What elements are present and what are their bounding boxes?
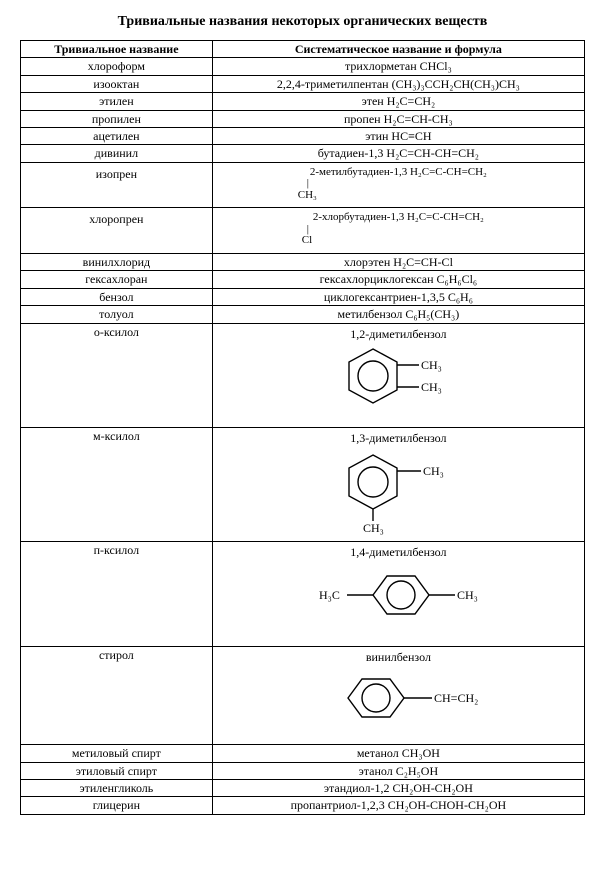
trivial-name: этиловый спирт [21,762,213,779]
trivial-name: глицерин [21,797,213,814]
trivial-name: толуол [21,306,213,323]
systematic-name: этен H₂C=CH₂ [212,93,584,110]
trivial-name: хлороформ [21,58,213,75]
page-title: Тривиальные названия некоторых органичес… [20,14,585,30]
systematic-name: 2-метилбутадиен-1,3 H₂C=C-CH=CH₂ | CH₃ [212,162,584,208]
chch2-label: CH=CH₂ [434,691,478,705]
benzene-ring-icon: CH₃ CH₃ [313,341,483,421]
systematic-name: хлорэтен H₂C=CH-Cl [212,254,584,271]
table-row: этиловый спирт этанол C₂H₅OH [21,762,585,779]
table-row: этиленгликоль этандиол-1,2 CH₂OH-CH₂OH [21,779,585,796]
trivial-name: изооктан [21,75,213,92]
trivial-name: метиловый спирт [21,745,213,762]
table-row: толуол метилбензол C₆H₅(CH₃) [21,306,585,323]
trivial-name: этилен [21,93,213,110]
systematic-title: 1,2-диметилбензол [215,327,582,341]
table-row: изооктан 2,2,4-триметилпентан (CH₃)₃CCH₂… [21,75,585,92]
systematic-name: 2-хлорбутадиен-1,3 H₂C=C-CH=CH₂ | Cl [212,208,584,254]
formula-main: 2-хлорбутадиен-1,3 H₂C=C-CH=CH₂ [215,212,582,224]
trivial-name: бензол [21,288,213,305]
formula-main: 2-метилбутадиен-1,3 H₂C=C-CH=CH₂ [215,167,582,179]
formula-sub: Cl [215,235,582,247]
systematic-name: трихлорметан CHCl₃ [212,58,584,75]
systematic-name: гексахлорциклогексан C₆H₆Cl₆ [212,271,584,288]
formula-pipe: | [215,178,582,190]
ch3-label: CH₃ [421,358,442,372]
table-row: метиловый спирт метанол CH₃OH [21,745,585,762]
trivial-name: дивинил [21,145,213,162]
compounds-table: Тривиальное название Систематическое наз… [20,40,585,815]
systematic-name: циклогексантриен-1,3,5 C₆H₆ [212,288,584,305]
systematic-name: этин HC≡CH [212,127,584,144]
table-row: м-ксилол 1,3-диметилбензол CH₃ CH₃ [21,427,585,541]
trivial-name: винилхлорид [21,254,213,271]
systematic-name: метилбензол C₆H₅(CH₃) [212,306,584,323]
benzene-ring-icon: CH₃ H₃C [283,560,513,640]
systematic-cell: 1,3-диметилбензол CH₃ CH₃ [212,427,584,541]
benzene-ring-icon: CH₃ CH₃ [303,445,493,535]
trivial-name: изопрен [21,162,213,208]
systematic-cell: 1,4-диметилбензол CH₃ H₃C [212,542,584,646]
table-row: этилен этен H₂C=CH₂ [21,93,585,110]
header-systematic: Систематическое название и формула [212,41,584,58]
systematic-name: метанол CH₃OH [212,745,584,762]
ch3-label: CH₃ [457,588,478,602]
formula-pipe: | [215,224,582,236]
table-row: гексахлоран гексахлорциклогексан C₆H₆Cl₆ [21,271,585,288]
formula-sub: CH₃ [215,190,582,202]
trivial-name: о-ксилол [21,323,213,427]
ch3-label: CH₃ [363,521,384,535]
trivial-name: п-ксилол [21,542,213,646]
systematic-name: пропен H₂C=CH-CH₃ [212,110,584,127]
systematic-name: этанол C₂H₅OH [212,762,584,779]
table-row: п-ксилол 1,4-диметилбензол CH₃ H₃C [21,542,585,646]
systematic-name: бутадиен-1,3 H₂C=CH-CH=CH₂ [212,145,584,162]
systematic-name: 2,2,4-триметилпентан (CH₃)₃CCH₂CH(CH₃)CH… [212,75,584,92]
ch3-label: CH₃ [423,464,444,478]
trivial-name: стирол [21,646,213,744]
table-row: о-ксилол 1,2-диметилбензол CH₃ CH₃ [21,323,585,427]
table-header-row: Тривиальное название Систематическое наз… [21,41,585,58]
systematic-title: винилбензол [215,650,582,664]
header-trivial: Тривиальное название [21,41,213,58]
trivial-name: гексахлоран [21,271,213,288]
systematic-title: 1,3-диметилбензол [215,431,582,445]
table-row: дивинил бутадиен-1,3 H₂C=CH-CH=CH₂ [21,145,585,162]
trivial-name: этиленгликоль [21,779,213,796]
table-row: винилхлорид хлорэтен H₂C=CH-Cl [21,254,585,271]
table-row: хлороформ трихлорметан CHCl₃ [21,58,585,75]
table-row: изопрен 2-метилбутадиен-1,3 H₂C=C-CH=CH₂… [21,162,585,208]
table-row: бензол циклогексантриен-1,3,5 C₆H₆ [21,288,585,305]
trivial-name: пропилен [21,110,213,127]
table-row: ацетилен этин HC≡CH [21,127,585,144]
systematic-name: пропантриол-1,2,3 CH₂OH-CHOH-CH₂OH [212,797,584,814]
table-row: стирол винилбензол CH=CH₂ [21,646,585,744]
systematic-name: этандиол-1,2 CH₂OH-CH₂OH [212,779,584,796]
ch3-label: CH₃ [421,380,442,394]
systematic-cell: 1,2-диметилбензол CH₃ CH₃ [212,323,584,427]
table-row: пропилен пропен H₂C=CH-CH₃ [21,110,585,127]
systematic-cell: винилбензол CH=CH₂ [212,646,584,744]
table-row: хлоропрен 2-хлорбутадиен-1,3 H₂C=C-CH=CH… [21,208,585,254]
trivial-name: хлоропрен [21,208,213,254]
trivial-name: ацетилен [21,127,213,144]
benzene-ring-icon: CH=CH₂ [288,664,508,738]
trivial-name: м-ксилол [21,427,213,541]
table-row: глицерин пропантриол-1,2,3 CH₂OH-CHOH-CH… [21,797,585,814]
systematic-title: 1,4-диметилбензол [215,545,582,559]
h3c-label: H₃C [319,588,340,602]
